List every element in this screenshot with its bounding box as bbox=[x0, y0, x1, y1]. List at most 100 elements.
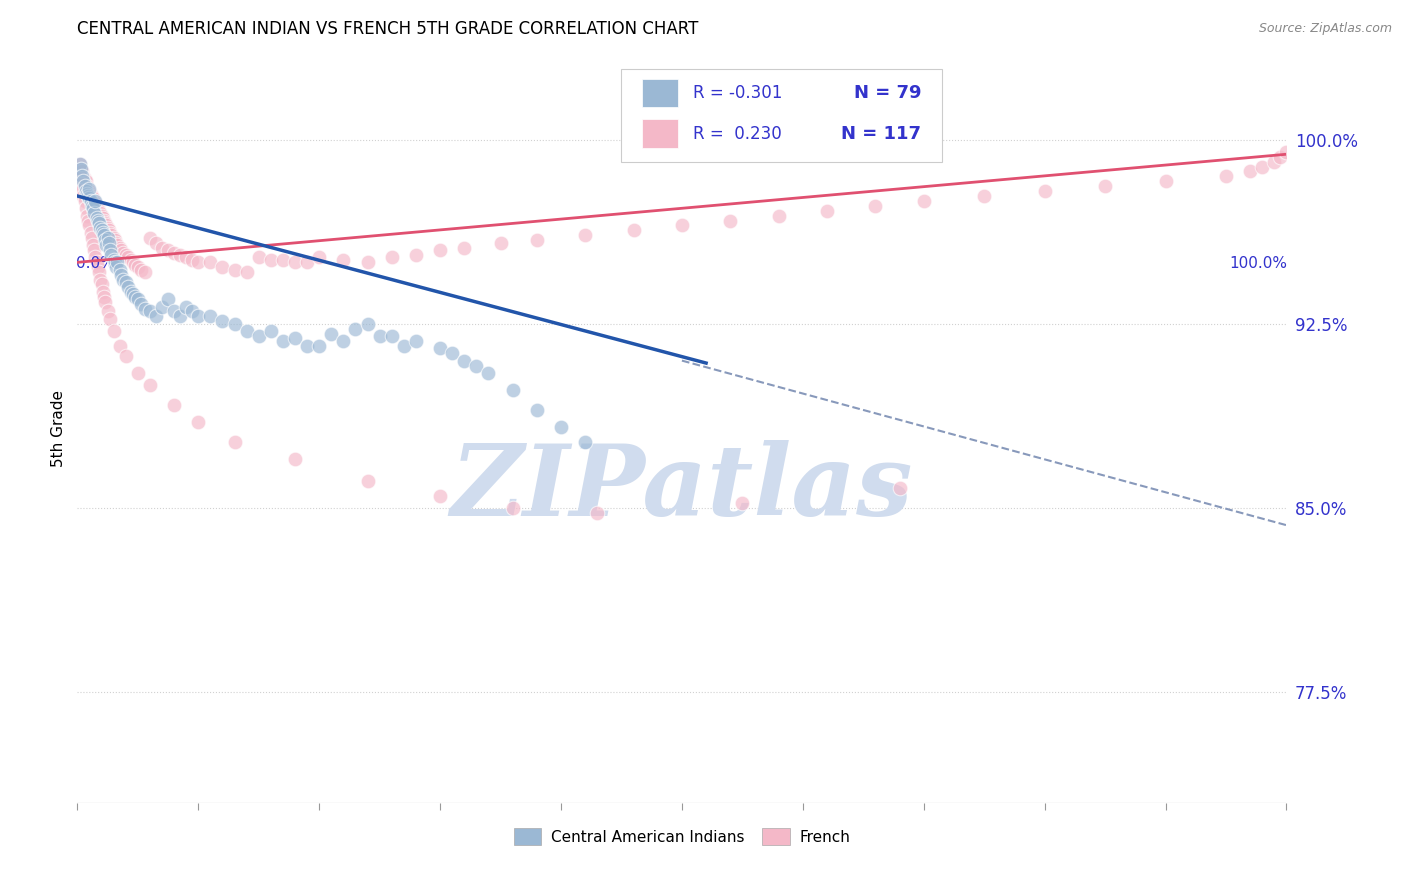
Point bbox=[368, 329, 391, 343]
Point bbox=[145, 235, 167, 250]
Point bbox=[104, 255, 127, 269]
Point bbox=[671, 219, 693, 233]
Point bbox=[586, 506, 609, 520]
Point bbox=[103, 252, 125, 267]
Point bbox=[134, 265, 156, 279]
Point bbox=[489, 235, 512, 250]
Point bbox=[114, 275, 136, 289]
Point bbox=[1215, 169, 1237, 184]
Point bbox=[69, 157, 91, 171]
Point bbox=[90, 209, 112, 223]
Point bbox=[100, 248, 122, 262]
Point bbox=[284, 255, 307, 269]
Point bbox=[98, 226, 121, 240]
Point bbox=[187, 255, 209, 269]
Point bbox=[100, 228, 122, 243]
Point bbox=[131, 262, 153, 277]
Point bbox=[105, 255, 128, 269]
Point bbox=[94, 216, 117, 230]
Point bbox=[200, 310, 222, 324]
Point bbox=[260, 324, 283, 338]
Legend: Central American Indians, French: Central American Indians, French bbox=[508, 822, 856, 851]
Point bbox=[76, 209, 98, 223]
Point bbox=[295, 255, 318, 269]
Point bbox=[84, 251, 107, 265]
Point bbox=[112, 272, 135, 286]
Point bbox=[108, 262, 131, 277]
Point bbox=[117, 251, 139, 265]
Point bbox=[89, 206, 111, 220]
Point bbox=[77, 189, 100, 203]
Point bbox=[271, 334, 294, 348]
Point bbox=[70, 169, 93, 184]
Point bbox=[224, 434, 246, 449]
Point bbox=[623, 223, 645, 237]
Point bbox=[1270, 150, 1292, 164]
Point bbox=[139, 378, 162, 392]
Point bbox=[72, 189, 94, 203]
Point bbox=[87, 260, 110, 275]
Point bbox=[91, 211, 114, 226]
Point bbox=[429, 243, 451, 257]
Point bbox=[84, 194, 107, 208]
Point bbox=[284, 451, 307, 466]
Point bbox=[87, 265, 110, 279]
Point bbox=[815, 203, 838, 218]
Point bbox=[211, 260, 233, 275]
Text: Source: ZipAtlas.com: Source: ZipAtlas.com bbox=[1258, 22, 1392, 36]
Point bbox=[163, 245, 186, 260]
Point bbox=[83, 206, 105, 220]
Point bbox=[134, 301, 156, 316]
Point bbox=[1154, 174, 1177, 188]
Point bbox=[211, 314, 233, 328]
Point bbox=[70, 181, 93, 195]
Point bbox=[75, 202, 97, 216]
Point bbox=[356, 317, 378, 331]
Point bbox=[72, 169, 94, 184]
Point bbox=[405, 248, 427, 262]
Point bbox=[86, 199, 108, 213]
Point bbox=[157, 292, 180, 306]
Text: 0.0%: 0.0% bbox=[76, 256, 115, 271]
Point bbox=[89, 221, 111, 235]
Point bbox=[1094, 179, 1116, 194]
Point bbox=[157, 243, 180, 257]
Point bbox=[79, 181, 101, 195]
Text: R = -0.301: R = -0.301 bbox=[693, 84, 782, 103]
Point bbox=[1239, 164, 1261, 178]
Point bbox=[80, 189, 103, 203]
Text: R =  0.230: R = 0.230 bbox=[693, 125, 782, 143]
Point bbox=[103, 324, 125, 338]
Point bbox=[344, 321, 367, 335]
Point bbox=[90, 277, 112, 292]
Point bbox=[453, 353, 475, 368]
Point bbox=[127, 260, 149, 275]
Point bbox=[308, 339, 330, 353]
Point bbox=[86, 255, 108, 269]
Point bbox=[169, 248, 191, 262]
Point bbox=[76, 186, 98, 201]
Point bbox=[127, 292, 149, 306]
Point bbox=[83, 194, 105, 208]
Point bbox=[356, 474, 378, 488]
FancyBboxPatch shape bbox=[643, 79, 678, 107]
Point bbox=[112, 245, 135, 260]
Point bbox=[87, 202, 110, 216]
Point bbox=[79, 184, 101, 198]
Point bbox=[120, 285, 142, 299]
Point bbox=[381, 329, 404, 343]
Point bbox=[247, 251, 270, 265]
Point bbox=[89, 272, 111, 286]
Point bbox=[84, 196, 107, 211]
Point bbox=[97, 223, 120, 237]
Point bbox=[127, 366, 149, 380]
Point bbox=[105, 238, 128, 252]
Point bbox=[321, 326, 343, 341]
Point bbox=[75, 184, 97, 198]
Point bbox=[187, 310, 209, 324]
Point bbox=[381, 251, 404, 265]
Point bbox=[865, 199, 887, 213]
Point bbox=[139, 231, 162, 245]
Point bbox=[87, 203, 110, 218]
Point bbox=[96, 304, 118, 318]
